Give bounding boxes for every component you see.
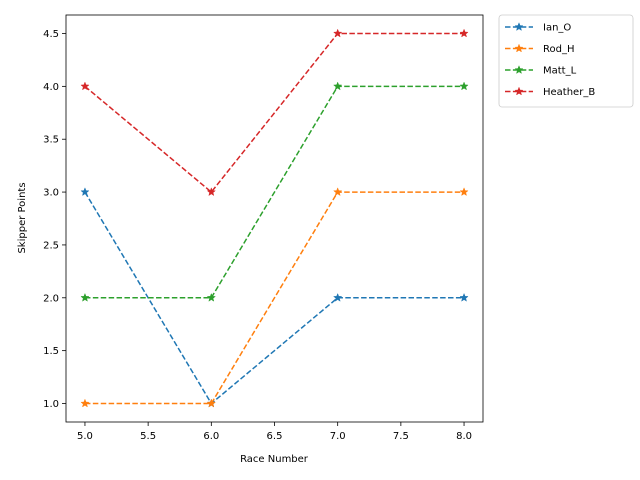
x-tick-label: 7.5 bbox=[393, 431, 409, 442]
x-tick-label: 8.0 bbox=[456, 431, 472, 442]
x-tick-label: 5.0 bbox=[77, 431, 93, 442]
y-axis-ticks: 1.0 1.5 2.0 2.5 3.0 3.5 4.0 4.5 bbox=[43, 29, 66, 410]
data-point bbox=[206, 187, 216, 197]
data-point bbox=[333, 292, 343, 302]
y-tick-label: 2.5 bbox=[43, 240, 59, 251]
x-tick-label: 5.5 bbox=[140, 431, 156, 442]
x-axis-label: Race Number bbox=[240, 454, 309, 465]
data-point bbox=[80, 398, 90, 408]
x-tick-label: 7.0 bbox=[330, 431, 346, 442]
y-tick-label: 4.5 bbox=[43, 29, 59, 40]
x-axis-ticks: 5.0 5.5 6.0 6.5 7.0 7.5 8.0 bbox=[77, 422, 472, 442]
data-point bbox=[80, 187, 90, 197]
legend-marker bbox=[514, 86, 524, 96]
legend-marker bbox=[514, 43, 524, 53]
y-axis-label: Skipper Points bbox=[17, 182, 28, 253]
x-tick-label: 6.5 bbox=[267, 431, 283, 442]
legend-frame bbox=[498, 14, 634, 108]
plot-lines bbox=[80, 28, 469, 408]
data-point bbox=[459, 81, 469, 91]
legend-items: Ian_O Rod_H Matt_L Heather_B bbox=[505, 22, 595, 98]
y-tick-label: 3.5 bbox=[43, 135, 59, 146]
legend-label: Matt_L bbox=[543, 66, 577, 77]
series-line bbox=[84, 85, 465, 299]
data-point bbox=[459, 292, 469, 302]
series-line bbox=[84, 191, 465, 405]
data-point bbox=[206, 398, 216, 408]
legend-label: Rod_H bbox=[543, 44, 574, 55]
legend-item: Ian_O bbox=[505, 22, 571, 34]
series-Rod_H bbox=[80, 187, 469, 408]
data-point bbox=[80, 81, 90, 91]
y-tick-label: 2.0 bbox=[43, 293, 59, 304]
series-line bbox=[84, 32, 465, 194]
data-point bbox=[459, 187, 469, 197]
legend-marker bbox=[514, 22, 524, 31]
y-tick-label: 1.5 bbox=[43, 346, 59, 357]
legend-label: Ian_O bbox=[543, 23, 571, 34]
y-tick-label: 4.0 bbox=[43, 82, 59, 93]
legend-label: Heather_B bbox=[543, 87, 595, 98]
series-Matt_L bbox=[80, 81, 469, 302]
y-tick-label: 3.0 bbox=[43, 188, 59, 199]
legend-marker bbox=[514, 65, 524, 74]
legend: Ian_O Rod_H Matt_L Heather_B bbox=[498, 14, 634, 108]
data-point bbox=[333, 187, 343, 197]
plot-frame bbox=[65, 14, 484, 423]
data-point bbox=[333, 81, 343, 91]
legend-item: Rod_H bbox=[505, 43, 574, 55]
data-point bbox=[206, 292, 216, 302]
data-point bbox=[459, 28, 469, 38]
series-line bbox=[84, 191, 465, 405]
x-tick-label: 6.0 bbox=[203, 431, 219, 442]
series-Heather_B bbox=[80, 28, 469, 197]
legend-item: Matt_L bbox=[505, 65, 577, 77]
data-point bbox=[80, 292, 90, 302]
data-point bbox=[333, 28, 343, 38]
y-tick-label: 1.0 bbox=[43, 399, 59, 410]
legend-item: Heather_B bbox=[505, 86, 595, 98]
